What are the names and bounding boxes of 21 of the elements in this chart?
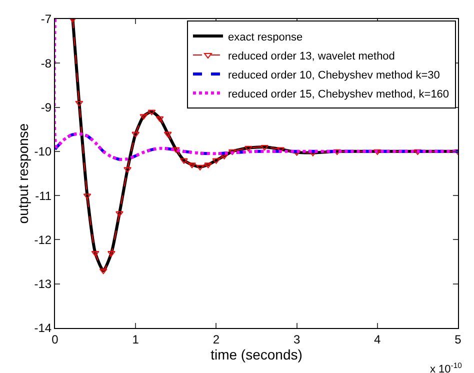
x-tick-label: 3 xyxy=(293,332,300,346)
legend-label: reduced order 13, wavelet method xyxy=(228,50,395,62)
y-tick-label: -7 xyxy=(40,12,52,26)
x-axis-title: time (seconds) xyxy=(210,346,302,362)
x-tick-label: 5 xyxy=(454,332,462,346)
legend-label: reduced order 10, Chebyshev method k=30 xyxy=(228,69,440,82)
x-tick-label: 4 xyxy=(374,332,382,346)
x-tick-label: 0 xyxy=(52,332,59,346)
y-tick-label: -14 xyxy=(34,321,52,336)
legend-label: reduced order 15, Chebyshev method, k=160 xyxy=(228,88,450,100)
text: x 10$^{-10}$ xyxy=(430,361,462,373)
y-axis-title: output response xyxy=(14,123,31,224)
y-tick-label: -12 xyxy=(34,232,52,247)
y-tick-label: -10 xyxy=(34,144,52,159)
legend-label: exact response xyxy=(228,31,303,44)
y-tick-label: -8 xyxy=(40,56,52,70)
x-tick-label: 2 xyxy=(212,332,220,346)
y-tick-label: -11 xyxy=(35,188,52,203)
x-tick-label: 1 xyxy=(132,332,140,346)
y-tick-label: -13 xyxy=(34,277,52,292)
y-tick-label: -9 xyxy=(40,100,52,114)
